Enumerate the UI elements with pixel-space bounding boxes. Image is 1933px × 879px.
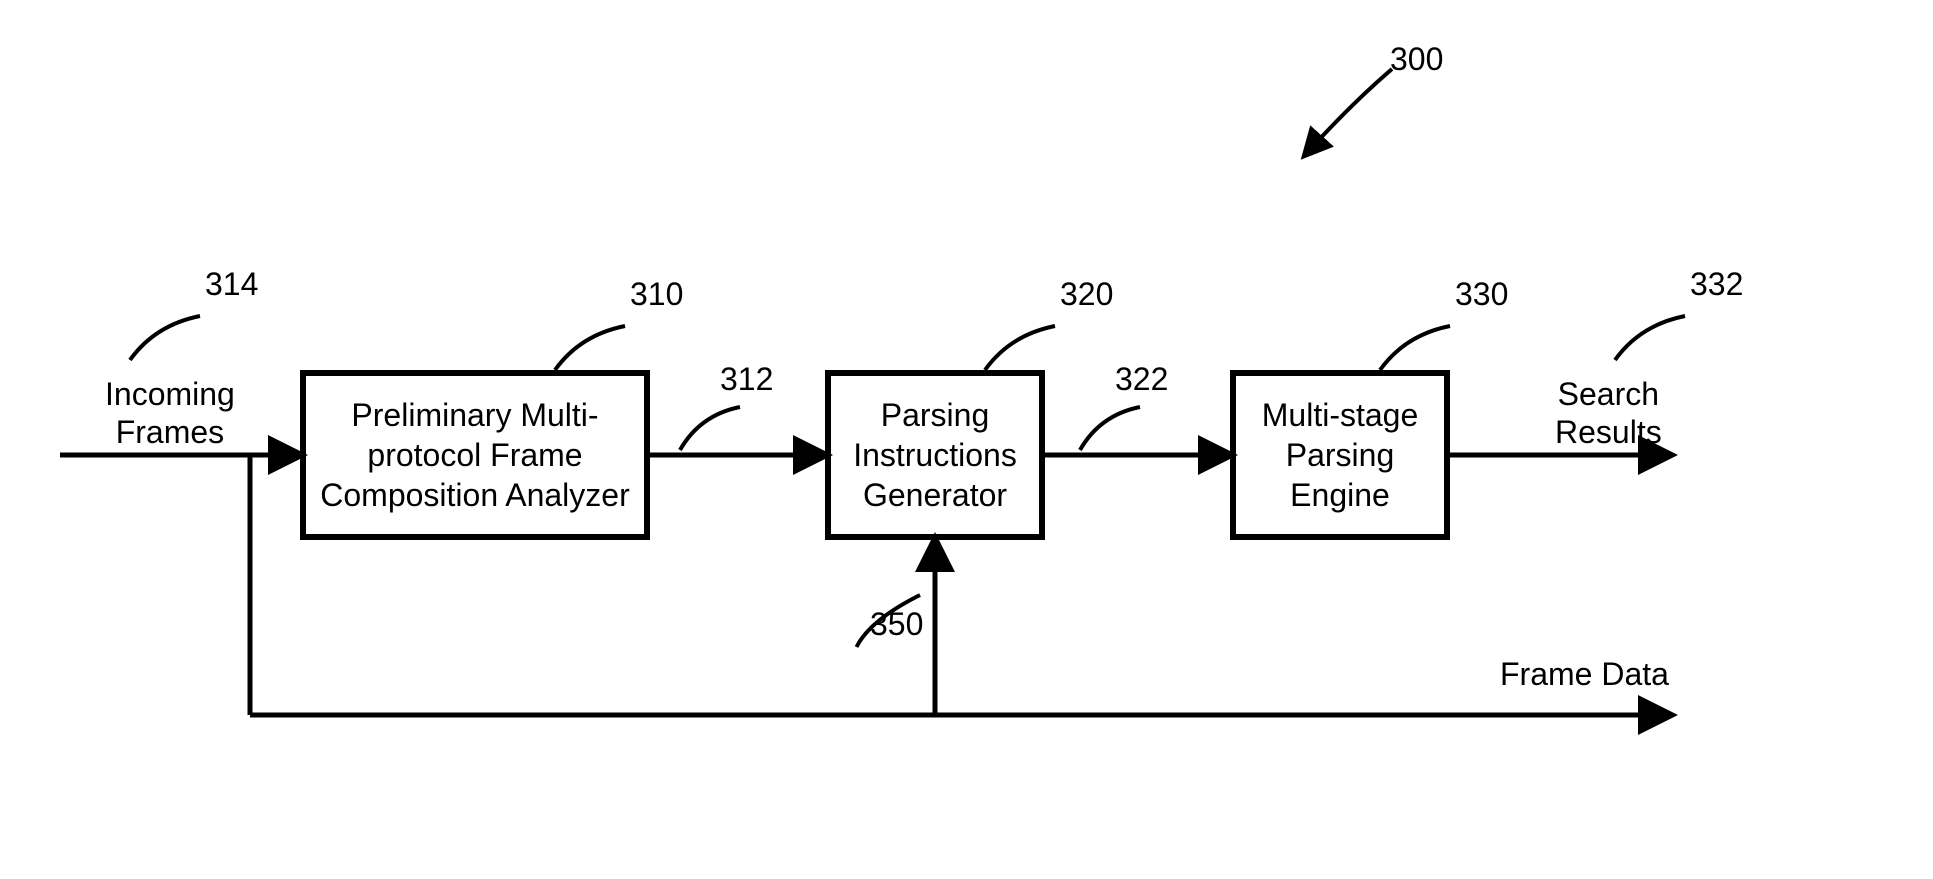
node-engine-label: Multi-stage Parsing Engine [1236,395,1444,515]
ref-320: 320 [1060,275,1113,313]
node-analyzer: Preliminary Multi-protocol Frame Composi… [300,370,650,540]
node-generator-label: Parsing Instructions Generator [831,395,1039,515]
node-generator: Parsing Instructions Generator [825,370,1045,540]
node-analyzer-label: Preliminary Multi-protocol Frame Composi… [306,395,644,515]
ref-330: 330 [1455,275,1508,313]
ref-310: 310 [630,275,683,313]
label-incoming-frames: Incoming Frames [105,375,235,452]
ref-314: 314 [205,265,258,303]
label-frame-data: Frame Data [1500,655,1669,693]
diagram-canvas: Preliminary Multi-protocol Frame Composi… [0,0,1933,879]
ref-312: 312 [720,360,773,398]
ref-300: 300 [1390,40,1443,78]
ref-322: 322 [1115,360,1168,398]
ref-332: 332 [1690,265,1743,303]
ref-350: 350 [870,605,923,643]
node-engine: Multi-stage Parsing Engine [1230,370,1450,540]
label-search-results: Search Results [1555,375,1662,452]
